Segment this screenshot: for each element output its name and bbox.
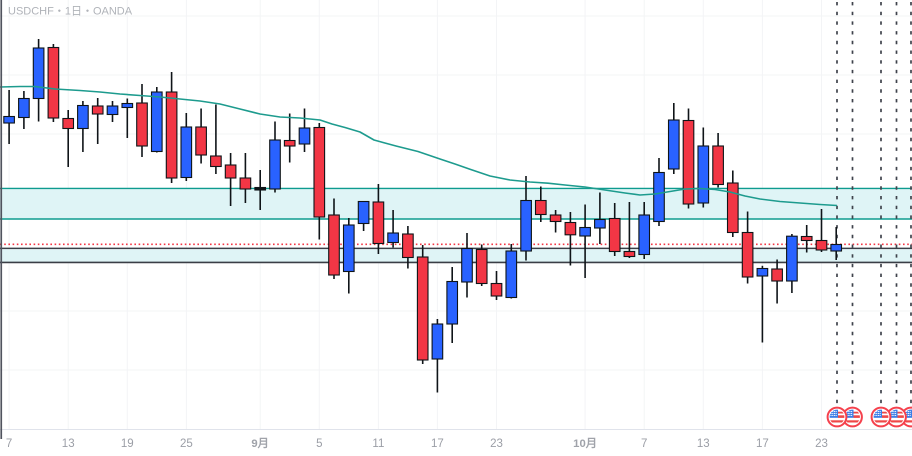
svg-text:19: 19 xyxy=(121,438,134,450)
svg-text:13: 13 xyxy=(697,438,710,450)
svg-text:13: 13 xyxy=(62,438,75,450)
svg-text:7: 7 xyxy=(641,438,647,450)
svg-text:9月: 9月 xyxy=(251,437,269,450)
svg-text:25: 25 xyxy=(180,438,193,450)
svg-text:23: 23 xyxy=(490,438,503,450)
svg-text:5: 5 xyxy=(316,438,322,450)
svg-text:17: 17 xyxy=(431,438,444,450)
svg-text:10月: 10月 xyxy=(573,437,597,450)
svg-text:11: 11 xyxy=(372,438,384,450)
svg-text:7: 7 xyxy=(6,438,12,450)
svg-text:17: 17 xyxy=(756,438,769,450)
svg-text:23: 23 xyxy=(815,438,828,450)
svg-text:USDCHF・1日・OANDA: USDCHF・1日・OANDA xyxy=(8,6,133,18)
